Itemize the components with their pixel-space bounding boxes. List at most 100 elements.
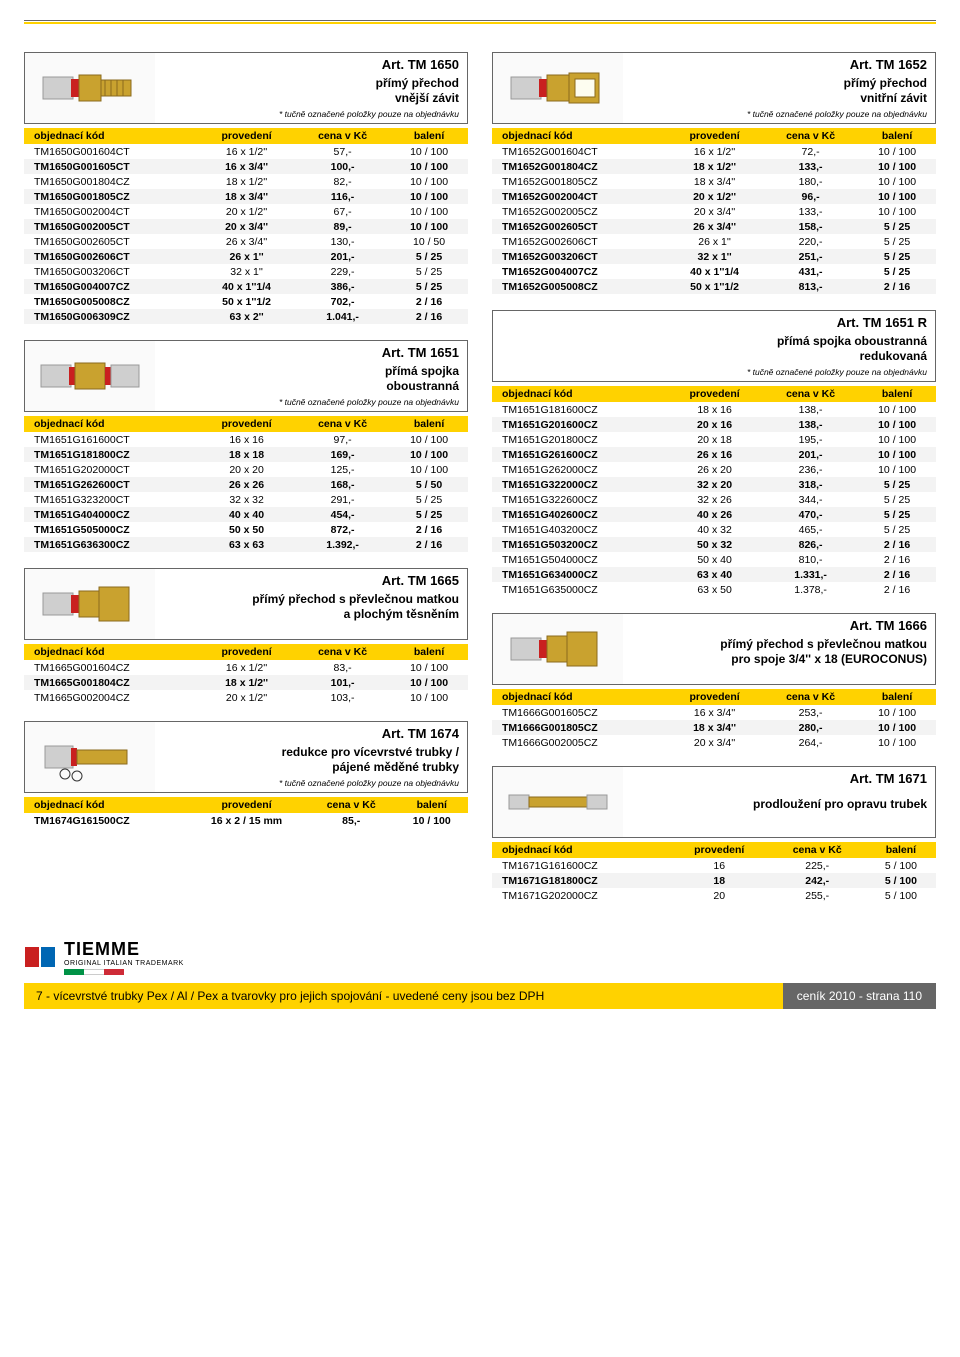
table-row: TM1651G161600CT16 x 1697,-10 / 100: [24, 432, 468, 447]
price-table: objednací kódprovedenícena v KčbaleníTM1…: [492, 128, 936, 294]
table-row: TM1650G004007CZ40 x 1''1/4386,-5 / 25: [24, 279, 468, 294]
table-row: TM1651G202000CT20 x 20125,-10 / 100: [24, 462, 468, 477]
footer-left: 7 - vícevrstvé trubky Pex / Al / Pex a t…: [24, 983, 783, 1009]
order-note: * tučně označené položky pouze na objedn…: [279, 109, 459, 119]
section-header: Art. TM 1665přímý přechod s převlečnou m…: [24, 568, 468, 640]
table-row: TM1671G161600CZ16225,-5 / 100: [492, 858, 936, 873]
col-pack: balení: [858, 128, 936, 144]
table-row: TM1650G001805CZ18 x 3/4''116,-10 / 100: [24, 189, 468, 204]
footer-right: ceník 2010 - strana 110: [783, 983, 936, 1009]
table-row: TM1651G635000CZ63 x 501.378,-2 / 16: [492, 582, 936, 597]
table-row: TM1665G001804CZ18 x 1/2''101,-10 / 100: [24, 675, 468, 690]
price-table: objednací kódprovedenícena v KčbaleníTM1…: [24, 416, 468, 552]
col-spec: provedení: [198, 644, 295, 660]
table-row: TM1650G002605CT26 x 3/4''130,-10 / 50: [24, 234, 468, 249]
table-row: TM1651G262000CZ26 x 20236,-10 / 100: [492, 462, 936, 477]
table-row: TM1651G403200CZ40 x 32465,-5 / 25: [492, 522, 936, 537]
table-row: TM1652G002004CT20 x 1/2''96,-10 / 100: [492, 189, 936, 204]
price-table: objednací kódprovedenícena v KčbaleníTM1…: [492, 689, 936, 750]
col-spec: provedení: [186, 797, 307, 813]
col-code: objednací kód: [24, 416, 198, 432]
col-code: objednací kód: [492, 128, 666, 144]
section-tm1651: Art. TM 1651přímá spojkaoboustranná* tuč…: [24, 340, 468, 552]
col-price: cena v Kč: [295, 644, 390, 660]
table-row: TM1651G505000CZ50 x 50872,-2 / 16: [24, 522, 468, 537]
fitting-image: [493, 614, 623, 684]
article-description: redukce pro vícevrstvé trubky /pájené mě…: [282, 745, 459, 774]
fitting-image: [493, 767, 623, 837]
col-code: objednací kód: [24, 128, 198, 144]
col-code: objednací kód: [24, 644, 198, 660]
page-footer: 7 - vícevrstvé trubky Pex / Al / Pex a t…: [24, 983, 936, 1009]
col-price: cena v Kč: [307, 797, 396, 813]
article-number: Art. TM 1671: [850, 771, 927, 786]
table-row: TM1652G001805CZ18 x 3/4''180,-10 / 100: [492, 174, 936, 189]
order-note: * tučně označené položky pouze na objedn…: [747, 109, 927, 119]
table-row: TM1650G006309CZ63 x 2''1.041,-2 / 16: [24, 309, 468, 324]
section-tm1665: Art. TM 1665přímý přechod s převlečnou m…: [24, 568, 468, 705]
price-table: objednací kódprovedenícena v KčbaleníTM1…: [24, 797, 468, 828]
price-table: objednací kódprovedenícena v Kčbalení TM1…: [24, 128, 468, 324]
table-row: TM1652G003206CT32 x 1''251,-5 / 25: [492, 249, 936, 264]
article-description: přímá spojkaoboustranná: [385, 364, 459, 393]
table-row: TM1650G003206CT32 x 1''229,-5 / 25: [24, 264, 468, 279]
col-price: cena v Kč: [763, 689, 858, 705]
col-price: cena v Kč: [295, 416, 390, 432]
article-description: přímá spojka oboustrannáredukovaná: [777, 334, 927, 363]
table-row: TM1671G181800CZ18242,-5 / 100: [492, 873, 936, 888]
col-spec: provedení: [198, 128, 295, 144]
table-row: TM1666G001805CZ18 x 3/4''280,-10 / 100: [492, 720, 936, 735]
section-tm1671: Art. TM 1671 prodloužení pro opravu trube…: [492, 766, 936, 903]
article-description: přímý přechodvnější závit: [376, 76, 459, 105]
table-row: TM1651G322000CZ32 x 20318,-5 / 25: [492, 477, 936, 492]
table-row: TM1652G002005CZ20 x 3/4''133,-10 / 100: [492, 204, 936, 219]
col-price: cena v Kč: [769, 842, 866, 858]
section-header: Art. TM 1674 redukce pro vícevrstvé trubk…: [24, 721, 468, 793]
col-price: cena v Kč: [763, 386, 858, 402]
table-row: TM1652G001804CZ18 x 1/2''133,-10 / 100: [492, 159, 936, 174]
fitting-image: [25, 53, 155, 123]
table-row: TM1652G004007CZ40 x 1''1/4431,-5 / 25: [492, 264, 936, 279]
table-row: TM1652G005008CZ50 x 1''1/2813,-2 / 16: [492, 279, 936, 294]
table-row: TM1652G002606CT26 x 1''220,-5 / 25: [492, 234, 936, 249]
table-row: TM1650G002005CT20 x 3/4''89,-10 / 100: [24, 219, 468, 234]
table-row: TM1651G636300CZ63 x 631.392,-2 / 16: [24, 537, 468, 552]
col-spec: provedení: [666, 689, 763, 705]
section-tm1651r: Art. TM 1651 R přímá spojka oboustrannáre…: [492, 310, 936, 597]
table-row: TM1650G002004CT20 x 1/2''67,-10 / 100: [24, 204, 468, 219]
col-code: objednací kód: [24, 797, 186, 813]
col-pack: balení: [395, 797, 468, 813]
col-pack: balení: [390, 128, 468, 144]
fitting-image: [493, 53, 623, 123]
article-description: prodloužení pro opravu trubek: [753, 797, 927, 811]
table-row: TM1651G323200CT32 x 32291,-5 / 25: [24, 492, 468, 507]
article-number: Art. TM 1651: [382, 345, 459, 360]
article-description: přímý přechod s převlečnou matkoupro spo…: [720, 637, 927, 666]
article-number: Art. TM 1666: [850, 618, 927, 633]
brand-block: TIEMME ORIGINAL ITALIAN TRADEMARK: [24, 939, 936, 975]
table-row: TM1652G002605CT26 x 3/4''158,-5 / 25: [492, 219, 936, 234]
table-row: TM1651G181600CZ18 x 16138,-10 / 100: [492, 402, 936, 417]
col-pack: balení: [390, 644, 468, 660]
order-note: [925, 670, 927, 680]
article-number: Art. TM 1674: [382, 726, 459, 741]
section-tm1666: Art. TM 1666 přímý přechod s převlečnou m…: [492, 613, 936, 750]
price-table: objednací kódprovedenícena v KčbaleníTM1…: [492, 842, 936, 903]
article-description: přímý přechod s převlečnou matkoua ploch…: [252, 592, 459, 621]
col-code: objednací kód: [492, 842, 670, 858]
col-price: cena v Kč: [295, 128, 390, 144]
brand-subtitle: ORIGINAL ITALIAN TRADEMARK: [64, 960, 184, 967]
section-header: Art. TM 1651 R přímá spojka oboustrannáre…: [492, 310, 936, 382]
article-number: Art. TM 1652: [850, 57, 927, 72]
fitting-image: [25, 569, 155, 639]
article-number: Art. TM 1651 R: [837, 315, 927, 330]
col-spec: provedení: [198, 416, 295, 432]
table-row: TM1651G201600CZ20 x 16138,-10 / 100: [492, 417, 936, 432]
col-pack: balení: [866, 842, 936, 858]
col-spec: provedení: [666, 386, 763, 402]
section-header: Art. TM 1651přímá spojkaoboustranná* tuč…: [24, 340, 468, 412]
right-column: Art. TM 1652přímý přechodvnitřní závit* …: [492, 52, 936, 919]
col-pack: balení: [858, 689, 936, 705]
col-price: cena v Kč: [763, 128, 858, 144]
left-column: Art. TM 1650přímý přechodvnější závit* t…: [24, 52, 468, 919]
